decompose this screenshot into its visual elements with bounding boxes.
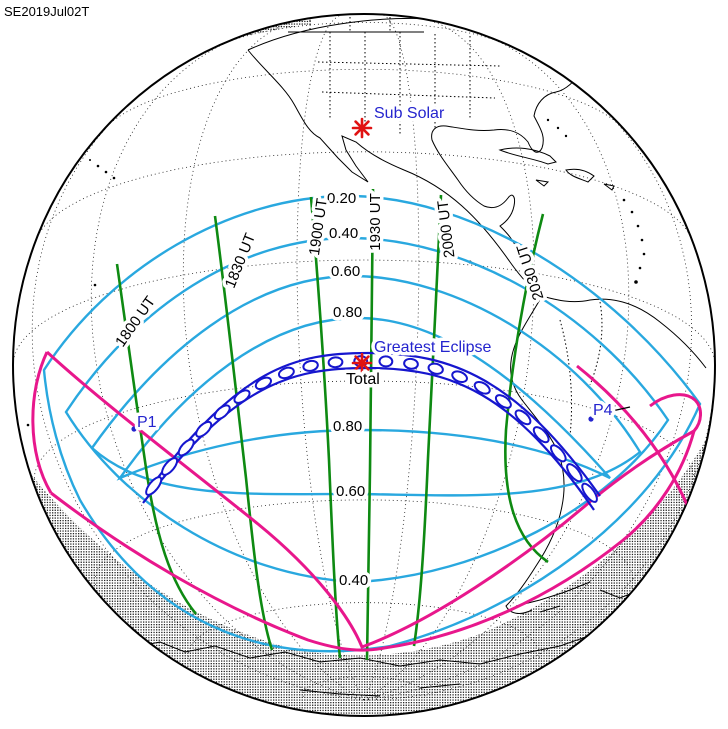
umbra-shadow-outline — [213, 404, 231, 421]
curve-2030ut — [504, 213, 549, 564]
curve-2000ut — [412, 194, 443, 647]
umbra-shadow-outline — [494, 394, 512, 409]
umbra-shadow-outline — [473, 380, 491, 395]
map-title: SE2019Jul02T — [4, 4, 89, 19]
umbra-shadow-outline — [532, 426, 550, 444]
curve-1830ut — [213, 215, 274, 651]
umbra-shadow-outline — [427, 362, 444, 375]
umbra-shadow-outline — [549, 444, 567, 463]
graticule-line — [104, 68, 624, 130]
umbra-shadow-outline — [451, 370, 468, 384]
p4-label: P4 — [593, 402, 613, 419]
p4-contact-point — [588, 416, 594, 422]
umbra-shadow-outline — [254, 376, 272, 391]
magnitude-label: 0.80 — [333, 304, 362, 321]
total-label: Total — [346, 371, 380, 388]
magnitude-contours — [42, 194, 702, 653]
umbra-shadow-outline — [403, 357, 419, 370]
curve-1900ut — [309, 196, 342, 659]
greatest-eclipse-label: Greatest Eclipse — [374, 339, 491, 356]
magnitude-label: 0.80 — [333, 418, 362, 435]
contour-0.40 — [64, 236, 670, 584]
umbra-shadow-outline — [161, 457, 179, 476]
limb-shading — [30, 17, 707, 716]
contour-0.20 — [42, 194, 702, 653]
p1-label: P1 — [137, 414, 157, 431]
umbra-shadow-outline — [302, 359, 319, 372]
umbra-shadow-outline — [177, 438, 195, 457]
umbra-shadow-outline — [145, 476, 163, 496]
graticule-line — [90, 36, 365, 701]
magnitude-label: 0.40 — [329, 225, 358, 242]
umbra-shadow-outline — [378, 355, 394, 368]
graticule-line — [13, 259, 715, 366]
graticule-line — [296, 14, 365, 701]
greatest-eclipse-marker — [351, 352, 373, 374]
totality-path — [142, 351, 601, 511]
p4-leader-line — [611, 406, 631, 412]
magnitude-label: 0.40 — [339, 572, 368, 589]
umbra-shadow-outline — [327, 356, 344, 369]
umbra-shadow-outlines — [145, 355, 598, 503]
sub-solar-marker — [351, 117, 373, 139]
umbra-shadow-outline — [233, 389, 251, 404]
contour-0.80 — [116, 316, 611, 481]
graticule-line — [33, 380, 695, 491]
graticule-line — [363, 19, 535, 701]
time-label: 1930 UT — [367, 193, 384, 251]
magnitude-label: 0.60 — [331, 263, 360, 280]
graticule-line — [363, 80, 693, 701]
graticule-line — [302, 676, 426, 697]
magnitude-labels-south: 0.80 0.60 0.40 — [330, 415, 372, 593]
umbra-shadow-outline — [195, 420, 213, 438]
contour-0.60 — [90, 274, 642, 497]
magnitude-label: 0.60 — [336, 483, 365, 500]
magnitude-label: 0.20 — [327, 190, 356, 207]
curve-1930ut — [365, 188, 375, 661]
p1-contact-point — [131, 426, 137, 432]
umbra-shadow-outline — [514, 409, 532, 426]
penumbra-limit — [31, 350, 706, 652]
umbra-shadow-outline — [277, 366, 295, 380]
magnitude-labels-north: 0.20 0.40 0.60 0.80 — [324, 187, 366, 325]
graticule-line — [31, 92, 365, 701]
umbra-shadow-outline — [581, 482, 598, 503]
graticule — [13, 14, 715, 701]
sub-solar-label: Sub Solar — [374, 105, 445, 122]
umbra-shadow-outline — [566, 463, 583, 483]
graticule-line — [35, 151, 693, 241]
